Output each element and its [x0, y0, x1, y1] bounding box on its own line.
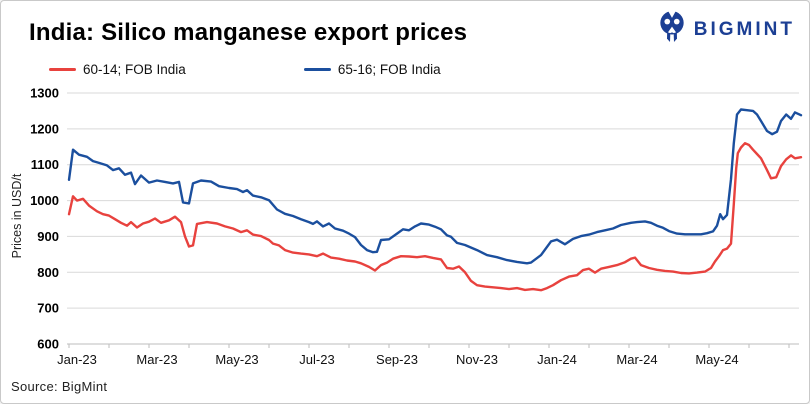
x-tick-label: May-23	[215, 352, 258, 367]
legend-item-60-14: 60-14; FOB India	[49, 62, 186, 77]
x-tick-label: Mar-23	[136, 352, 177, 367]
y-tick-label: 1000	[30, 193, 59, 208]
x-tick-label: May-24	[695, 352, 738, 367]
y-tick-label: 800	[37, 265, 59, 280]
series-line-65-16	[67, 108, 803, 265]
y-tick-label: 700	[37, 301, 59, 316]
y-tick-label: 1200	[30, 121, 59, 136]
y-tick-label: 1300	[30, 86, 59, 101]
bigmint-owl-icon	[657, 9, 687, 50]
y-tick-label: 900	[37, 229, 59, 244]
x-tick-label: Sep-23	[376, 352, 418, 367]
chart-legend: 60-14; FOB India 65-16; FOB India	[49, 62, 441, 77]
page-title: India: Silico manganese export prices	[29, 19, 468, 46]
y-tick-label: 1100	[31, 157, 59, 172]
x-tick-label: Jul-23	[299, 352, 334, 367]
legend-label: 60-14; FOB India	[83, 62, 186, 77]
legend-swatch-red	[49, 68, 76, 71]
series-line-60-14	[67, 141, 803, 292]
x-tick-label: Nov-23	[456, 352, 498, 367]
logo-wordmark: BIGMINT	[693, 18, 795, 40]
bigmint-logo: BIGMINT	[657, 9, 795, 50]
legend-item-65-16: 65-16; FOB India	[303, 62, 441, 77]
x-tick-label: Jan-24	[537, 352, 577, 367]
x-tick-label: Jan-23	[57, 352, 97, 367]
legend-swatch-blue	[303, 68, 331, 71]
legend-label: 65-16; FOB India	[337, 62, 441, 77]
y-tick-label: 600	[37, 337, 59, 352]
source-text: Source: BigMint	[11, 379, 108, 394]
x-tick-label: Mar-24	[616, 352, 657, 367]
